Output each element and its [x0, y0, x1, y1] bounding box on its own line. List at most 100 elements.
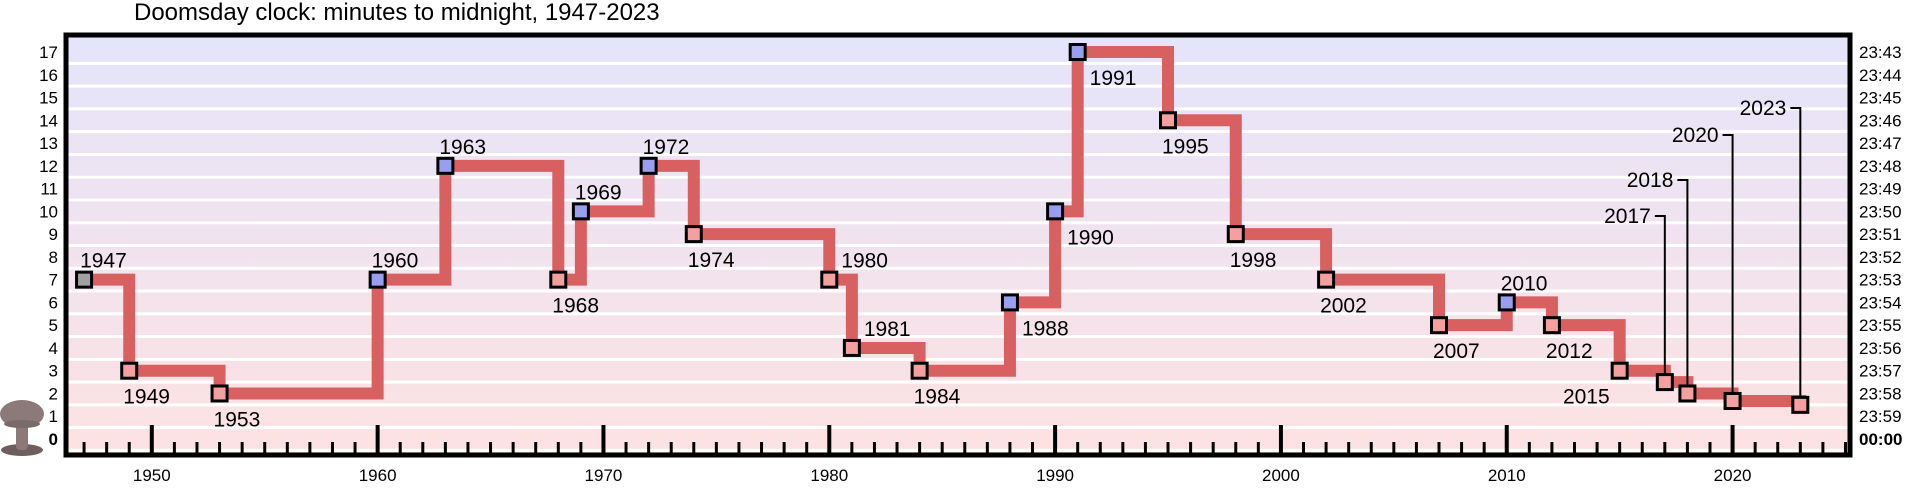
- point-marker-1953: [210, 384, 229, 403]
- x-tick-label: 1980: [810, 466, 848, 485]
- y-tick-label-left: 4: [49, 339, 58, 358]
- y-tick-label-right: 23:59: [1859, 407, 1902, 426]
- point-marker-2017: [1655, 373, 1674, 392]
- y-tick-label-right: 23:48: [1859, 157, 1902, 176]
- point-marker-1949: [120, 361, 139, 380]
- point-label-2012: 2012: [1546, 340, 1593, 363]
- point-marker-1972: [639, 156, 658, 175]
- y-tick-label-left: 5: [49, 316, 58, 335]
- point-marker-2007: [1430, 316, 1449, 335]
- y-tick-label-right: 23:44: [1859, 66, 1902, 85]
- background-bands: [66, 35, 1850, 455]
- y-tick-label-right: 23:43: [1859, 43, 1902, 62]
- y-tick-label-right: 23:45: [1859, 89, 1902, 108]
- point-label-1968: 1968: [552, 295, 599, 318]
- point-label-1995: 1995: [1162, 135, 1209, 158]
- y-tick-label-left: 9: [49, 225, 58, 244]
- y-tick-label-left: 3: [49, 362, 58, 381]
- point-label-1990: 1990: [1067, 226, 1114, 249]
- point-marker-2020: [1723, 391, 1742, 410]
- y-tick-label-right: 23:50: [1859, 202, 1902, 221]
- mushroom-cloud-icon: [0, 400, 44, 456]
- point-label-1984: 1984: [914, 386, 961, 409]
- y-tick-label-right: 23:55: [1859, 316, 1902, 335]
- y-tick-label-left: 8: [49, 248, 58, 267]
- point-label-2018: 2018: [1627, 169, 1674, 192]
- point-marker-1981: [842, 338, 861, 357]
- y-tick-label-right: 23:58: [1859, 384, 1902, 403]
- x-tick-label: 1970: [585, 466, 623, 485]
- point-marker-1998: [1226, 225, 1245, 244]
- point-marker-1974: [684, 225, 703, 244]
- y-tick-label-right: 00:00: [1859, 430, 1902, 449]
- point-label-2015: 2015: [1563, 386, 1610, 409]
- point-label-2023: 2023: [1740, 97, 1787, 120]
- point-label-1947: 1947: [80, 250, 127, 273]
- x-tick-label: 1960: [359, 466, 397, 485]
- point-label-1981: 1981: [864, 318, 911, 341]
- point-label-2020: 2020: [1672, 124, 1719, 147]
- y-tick-label-right: 23:57: [1859, 362, 1902, 381]
- point-marker-1969: [571, 202, 590, 221]
- y-tick-label-left: 15: [39, 89, 58, 108]
- point-marker-2015: [1610, 361, 1629, 380]
- y-tick-label-left: 0: [49, 430, 58, 449]
- point-label-2017: 2017: [1604, 205, 1651, 228]
- y-tick-label-left: 6: [49, 293, 58, 312]
- chart-title: Doomsday clock: minutes to midnight, 194…: [134, 0, 660, 26]
- y-tick-label-left: 17: [39, 43, 58, 62]
- point-marker-2023: [1791, 395, 1810, 414]
- point-label-1953: 1953: [214, 408, 261, 431]
- x-tick-label: 1990: [1036, 466, 1074, 485]
- point-marker-1980: [820, 270, 839, 289]
- point-label-1991: 1991: [1090, 67, 1137, 90]
- point-marker-1963: [436, 156, 455, 175]
- y-axis-right: 00:00 23:59 23:58 23:57 23:56 23:55 23:54 23:53…: [1859, 43, 1902, 449]
- point-marker-2018: [1678, 384, 1697, 403]
- point-label-1949: 1949: [123, 386, 170, 409]
- x-tick-label: 1950: [133, 466, 171, 485]
- point-marker-2010: [1497, 293, 1516, 312]
- point-markers: [75, 43, 1810, 414]
- y-tick-label-left: 7: [49, 271, 58, 290]
- point-label-1988: 1988: [1022, 317, 1069, 340]
- point-marker-2002: [1317, 270, 1336, 289]
- y-tick-label-right: 23:54: [1859, 293, 1902, 312]
- point-label-1974: 1974: [688, 249, 735, 272]
- x-tick-label: 2020: [1714, 466, 1752, 485]
- y-tick-label-left: 14: [39, 111, 58, 130]
- y-tick-label-left: 1: [49, 407, 58, 426]
- leader-line-2020: [1722, 134, 1734, 393]
- x-tick-label: 2010: [1488, 466, 1526, 485]
- y-tick-label-left: 16: [39, 66, 58, 85]
- point-marker-2012: [1542, 316, 1561, 335]
- point-marker-1990: [1046, 202, 1065, 221]
- point-label-1969: 1969: [575, 181, 622, 204]
- y-tick-label-right: 23:52: [1859, 248, 1902, 267]
- point-marker-1960: [368, 270, 387, 289]
- point-label-2002: 2002: [1320, 295, 1367, 318]
- y-tick-label-right: 23:49: [1859, 180, 1902, 199]
- x-axis: 1950 1960 1970 1980 1990 2000 2010 2020: [82, 425, 1847, 485]
- point-labels: 1947 1949 1953 1960 1963 1968 1969 1972 1974 1980…: [80, 67, 1802, 431]
- minutes-series: [84, 46, 1807, 407]
- y-tick-label-right: 23:53: [1859, 271, 1902, 290]
- point-label-2010: 2010: [1501, 272, 1548, 295]
- point-marker-1968: [549, 270, 568, 289]
- point-label-2007: 2007: [1433, 340, 1480, 363]
- point-label-1963: 1963: [439, 136, 486, 159]
- leader-line-2018: [1677, 179, 1689, 386]
- point-marker-1991: [1068, 43, 1087, 61]
- leader-line-2023: [1790, 107, 1802, 397]
- point-marker-1984: [910, 361, 929, 380]
- point-marker-1988: [1000, 293, 1019, 312]
- y-tick-label-right: 23:46: [1859, 111, 1902, 130]
- point-marker-1947: [75, 270, 94, 289]
- point-label-1980: 1980: [841, 250, 888, 273]
- y-tick-label-right: 23:47: [1859, 134, 1902, 153]
- point-label-1960: 1960: [372, 250, 419, 273]
- mushroom-ring: [4, 420, 40, 428]
- y-tick-label-left: 11: [40, 180, 58, 199]
- y-tick-label-right: 23:51: [1859, 225, 1902, 244]
